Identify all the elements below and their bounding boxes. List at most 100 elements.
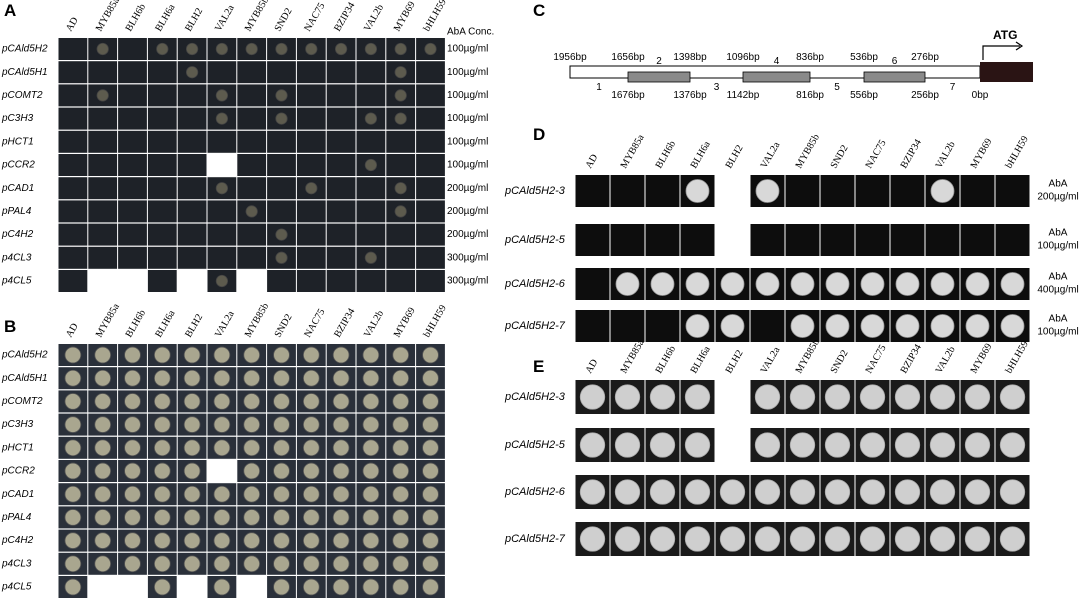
colony <box>124 462 141 480</box>
position-label: 816bp <box>796 90 824 101</box>
plate-cell <box>296 246 326 269</box>
colony <box>422 346 439 364</box>
plate-cell <box>296 200 326 223</box>
colony <box>64 393 82 410</box>
colony <box>124 393 141 410</box>
colony <box>64 462 82 480</box>
colony <box>213 555 231 573</box>
colony <box>685 179 710 203</box>
plate-cell <box>58 61 88 84</box>
plate-cell <box>326 154 356 176</box>
colony <box>153 346 171 364</box>
segment-number: 3 <box>714 82 720 93</box>
colony <box>213 393 231 410</box>
colony <box>215 112 229 125</box>
colony <box>579 432 606 458</box>
colony <box>94 416 112 433</box>
aba-concentration: 400µg/ml <box>1037 285 1078 296</box>
column-label: VAL2a <box>759 345 783 376</box>
colony <box>183 416 201 433</box>
colony <box>273 485 290 503</box>
colony <box>719 479 746 505</box>
colony <box>215 274 229 288</box>
colony <box>302 532 320 549</box>
plate-cell <box>356 177 386 200</box>
plate-cell <box>326 270 356 292</box>
plate-cell <box>356 61 386 84</box>
colony <box>422 509 439 526</box>
plate-cell <box>118 130 147 153</box>
colony <box>685 272 710 296</box>
colony <box>213 346 231 364</box>
column-label: VAL2b <box>362 309 386 340</box>
position-label: 1956bp <box>553 52 587 63</box>
colony <box>124 509 141 526</box>
aba-concentration: 100µg/ml <box>447 44 488 55</box>
plate-cell <box>267 200 296 223</box>
plate-cell <box>820 175 855 207</box>
position-label: 1676bp <box>611 90 645 101</box>
plate-cell <box>237 130 267 153</box>
plate-cell <box>88 130 118 153</box>
plate-cell <box>147 61 177 84</box>
colony <box>789 432 816 458</box>
colony <box>64 416 82 433</box>
colony <box>153 369 171 387</box>
colony <box>243 555 261 573</box>
plate-cell <box>356 270 386 292</box>
aba-concentration: 100µg/ml <box>447 160 488 171</box>
colony <box>422 439 439 457</box>
row-label: pCAld5H2-5 <box>504 234 566 246</box>
colony <box>999 479 1026 505</box>
colony <box>650 272 675 296</box>
aba-concentration: 100µg/ml <box>1037 327 1078 338</box>
colony <box>332 416 350 433</box>
aba-concentration: 300µg/ml <box>447 276 488 287</box>
plate-cell <box>925 224 960 256</box>
colony <box>273 346 290 364</box>
colony <box>96 42 109 56</box>
colony <box>929 384 956 410</box>
colony <box>243 439 261 457</box>
segment-number: 2 <box>656 56 662 67</box>
colony <box>929 479 956 505</box>
plate-cell <box>118 38 147 60</box>
colony <box>94 393 112 410</box>
colony <box>364 42 378 56</box>
colony <box>124 485 141 503</box>
column-label: BLH6b <box>654 344 679 375</box>
colony <box>422 393 439 410</box>
colony <box>895 314 920 338</box>
plate-cell <box>118 246 147 269</box>
plate-cell <box>356 200 386 223</box>
plate-cell <box>58 84 88 107</box>
column-label: NAC75 <box>302 307 327 339</box>
colony <box>894 432 921 458</box>
colony <box>94 509 112 526</box>
column-label: SND2 <box>273 312 295 339</box>
plate-cell <box>88 177 118 200</box>
colony <box>64 578 82 596</box>
plate-cell <box>267 130 296 153</box>
colony <box>362 439 380 457</box>
aba-concentration: 200µg/ml <box>447 206 488 217</box>
plate-cell <box>645 175 680 207</box>
colony <box>334 42 348 56</box>
colony <box>94 462 112 480</box>
colony <box>362 393 380 410</box>
colony <box>719 526 746 552</box>
plate-cell <box>326 107 356 130</box>
colony <box>64 555 82 573</box>
plate-cell <box>416 246 445 269</box>
colony <box>183 509 201 526</box>
colony <box>213 532 231 549</box>
colony <box>394 66 407 79</box>
row-label: pC3H3 <box>1 419 34 430</box>
colony <box>183 485 201 503</box>
colony <box>273 416 290 433</box>
colony <box>392 369 410 387</box>
plate-cell <box>890 224 925 256</box>
colony <box>824 384 851 410</box>
colony <box>1000 314 1025 338</box>
